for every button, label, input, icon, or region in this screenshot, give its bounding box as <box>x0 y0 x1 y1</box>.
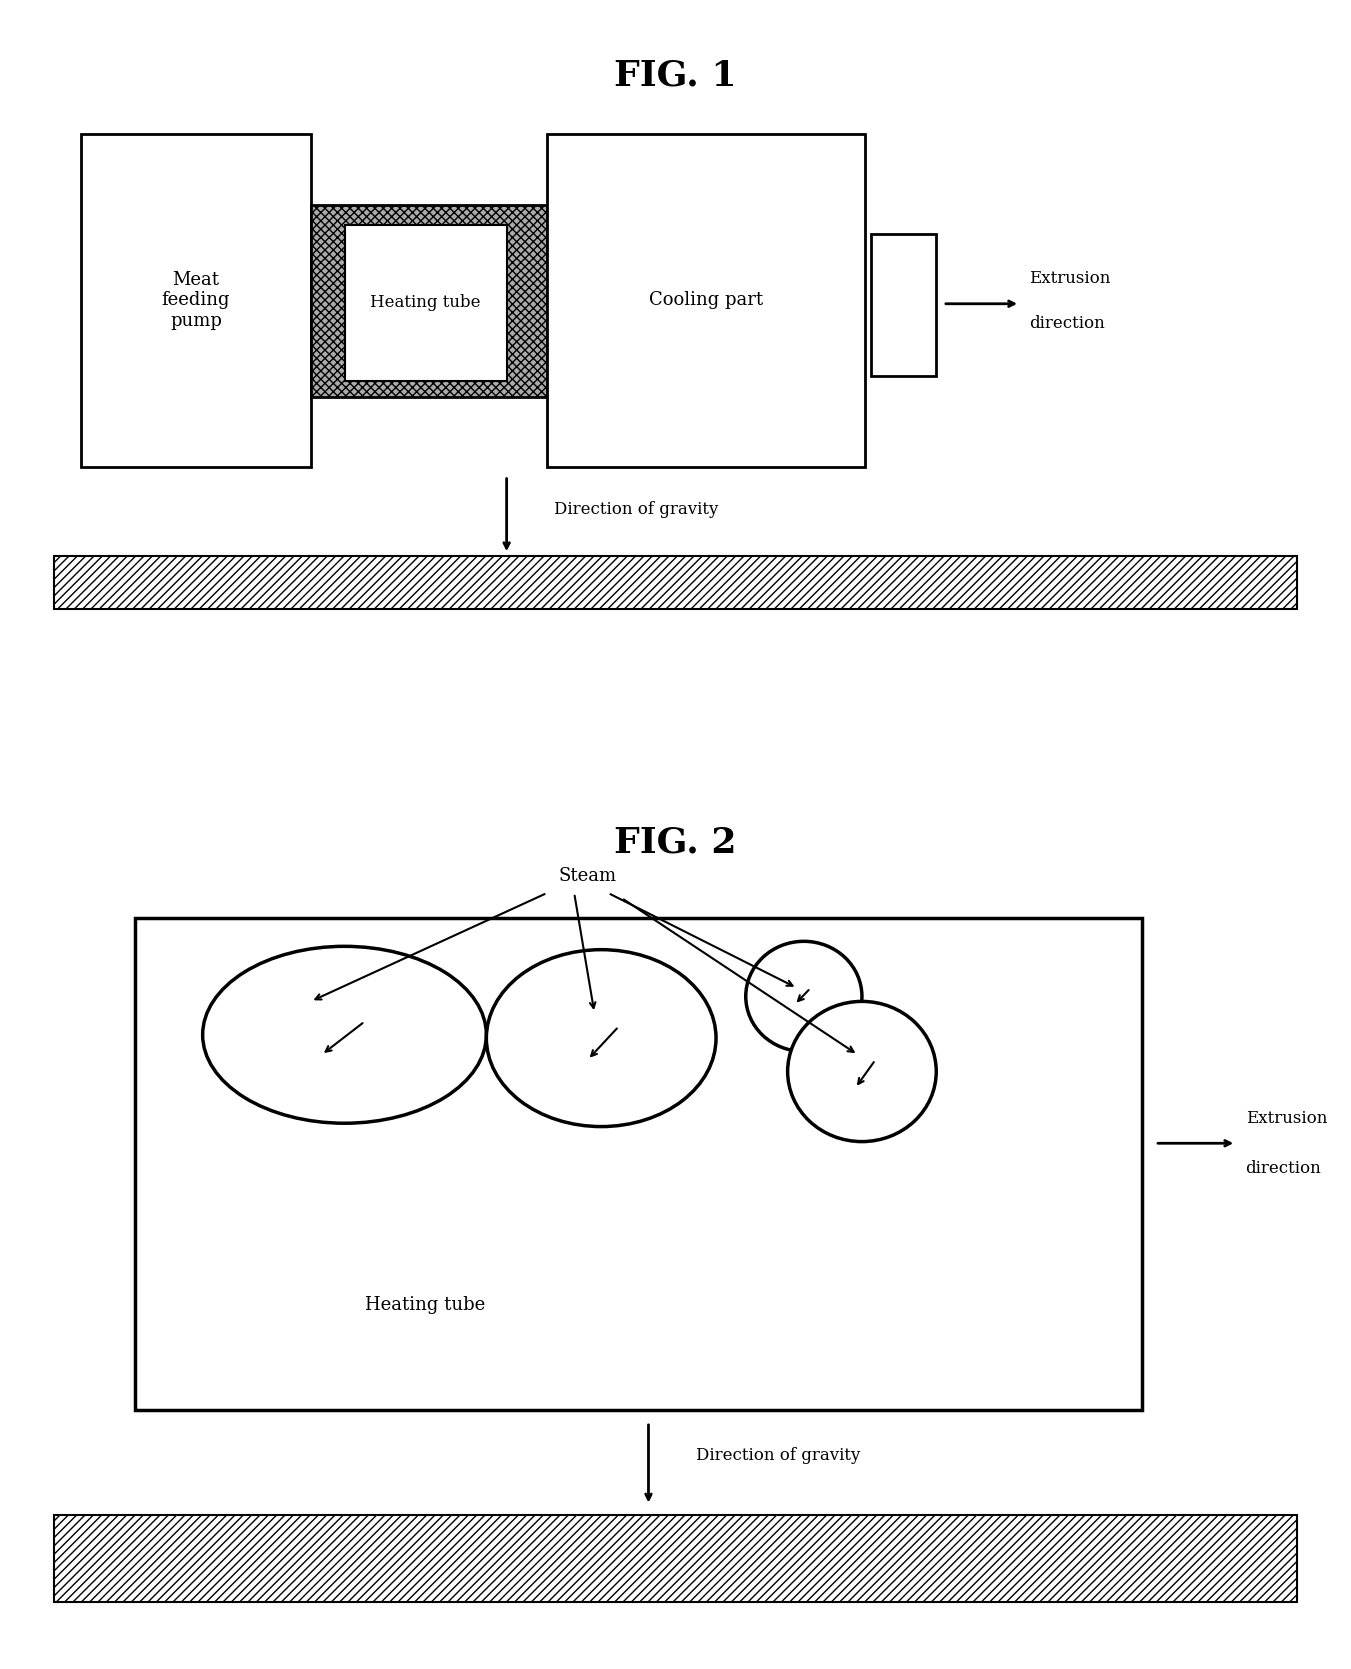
Text: Direction of gravity: Direction of gravity <box>554 501 719 517</box>
Text: FIG. 1: FIG. 1 <box>615 58 736 92</box>
Ellipse shape <box>486 950 716 1127</box>
Text: direction: direction <box>1246 1160 1321 1177</box>
Bar <box>81 134 311 467</box>
Text: Cooling part: Cooling part <box>648 292 763 309</box>
Text: Meat
feeding
pump: Meat feeding pump <box>162 270 230 330</box>
Ellipse shape <box>788 1001 936 1142</box>
Bar <box>54 1515 1297 1602</box>
Bar <box>54 556 1297 609</box>
Text: Direction of gravity: Direction of gravity <box>696 1447 861 1464</box>
Bar <box>871 234 936 376</box>
Bar <box>547 134 865 467</box>
Text: Heating tube: Heating tube <box>365 1297 486 1314</box>
Text: Steam: Steam <box>558 868 617 885</box>
Ellipse shape <box>203 946 486 1123</box>
Text: Heating tube: Heating tube <box>370 294 481 312</box>
Bar <box>311 205 547 397</box>
Text: FIG. 2: FIG. 2 <box>615 826 736 860</box>
Text: direction: direction <box>1029 315 1105 332</box>
Text: Extrusion: Extrusion <box>1029 270 1111 287</box>
Text: Extrusion: Extrusion <box>1246 1110 1327 1127</box>
Bar <box>345 225 507 381</box>
Ellipse shape <box>746 941 862 1051</box>
Bar <box>135 918 1142 1410</box>
